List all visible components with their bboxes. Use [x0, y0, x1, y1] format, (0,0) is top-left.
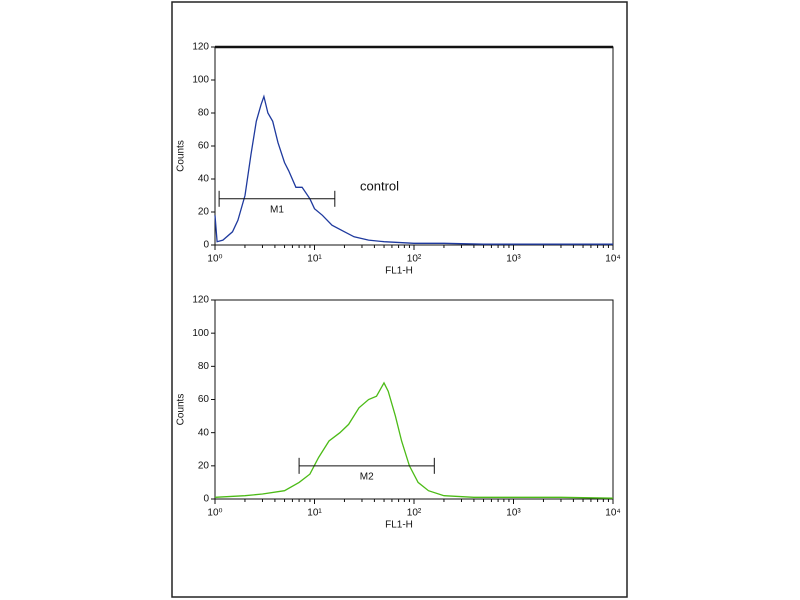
x-tick-label: 10⁴ [605, 508, 620, 519]
x-tick-label: 10¹ [307, 254, 322, 265]
x-axis-label: FL1-H [385, 520, 413, 531]
y-tick-label: 40 [198, 427, 210, 438]
x-tick-label: 10³ [506, 254, 521, 265]
x-tick-label: 10⁰ [207, 254, 222, 265]
y-tick-label: 100 [192, 328, 209, 339]
y-axis-label: Counts [176, 140, 187, 172]
figure-frame [171, 1, 628, 598]
x-tick-label: 10⁴ [605, 254, 620, 265]
y-tick-label: 40 [198, 174, 210, 185]
histogram-line [214, 94, 613, 245]
y-tick-label: 100 [192, 75, 209, 86]
y-tick-label: 60 [198, 141, 210, 152]
x-axis-label: FL1-H [385, 266, 413, 277]
y-tick-label: 120 [192, 42, 209, 53]
y-axis-label: Counts [176, 394, 187, 426]
x-tick-label: 10² [407, 254, 422, 265]
gate-label: M2 [360, 471, 374, 482]
annotation: control [360, 179, 399, 194]
gate-label: M1 [270, 204, 284, 215]
y-tick-label: 80 [198, 108, 210, 119]
y-tick-label: 0 [203, 494, 209, 505]
y-tick-label: 0 [203, 240, 209, 251]
y-tick-label: 60 [198, 394, 210, 405]
y-tick-label: 80 [198, 361, 210, 372]
plot-frame [214, 299, 614, 500]
histogram-line [214, 381, 614, 499]
x-tick-label: 10² [407, 508, 422, 519]
y-tick-label: 20 [198, 460, 210, 471]
x-tick-label: 10³ [506, 508, 521, 519]
y-tick-label: 20 [198, 207, 210, 218]
y-tick-label: 120 [192, 295, 209, 306]
x-tick-label: 10¹ [307, 508, 322, 519]
x-tick-label: 10⁰ [207, 508, 222, 519]
